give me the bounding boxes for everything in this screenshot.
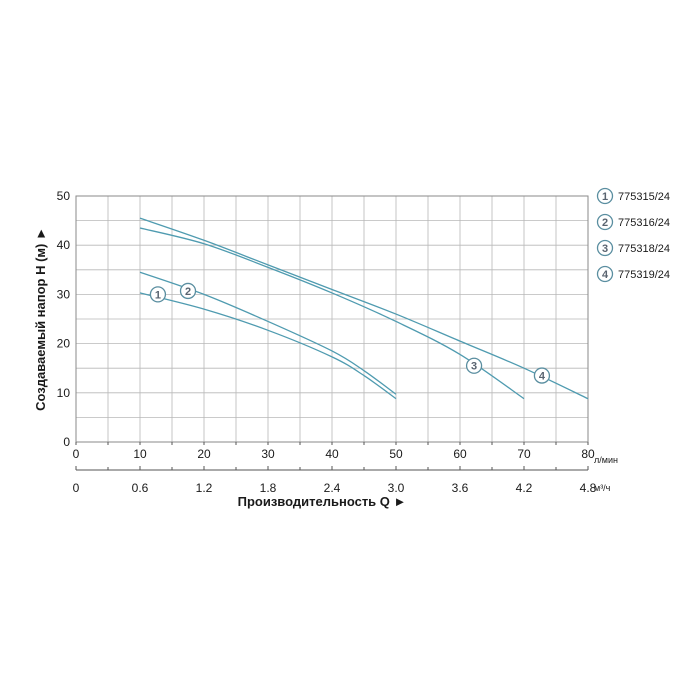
legend-marker-1 [596, 187, 614, 205]
series-curves [139, 217, 589, 400]
tick-labels: 0 10 20 30 40 50 0 10 20 30 40 50 60 70 80 0 0.6 1.2 1.8 2.… [57, 189, 597, 495]
x-unit-secondary: м³/ч [594, 483, 611, 493]
grid [76, 196, 588, 442]
series-marker-label-1: 1 [155, 289, 161, 301]
legend-marker-label-1: 1 [602, 191, 608, 203]
series-marker-4 [533, 367, 551, 384]
axes [75, 195, 589, 471]
y-tick-label: 40 [57, 238, 71, 252]
x-tick-label-secondary: 4.8 [580, 481, 597, 495]
legend-label-2: 775316/24 [618, 217, 670, 229]
legend-label-3: 775318/24 [618, 243, 670, 255]
y-tick-label: 50 [57, 189, 71, 203]
x-tick-label-primary: 60 [453, 447, 467, 461]
x-tick-label-secondary: 2.4 [324, 481, 341, 495]
legend-marker-2 [596, 213, 614, 231]
series-line-4 [139, 217, 589, 400]
x-tick-label-primary: 80 [581, 447, 595, 461]
series-marker-label-4: 4 [539, 371, 546, 383]
x-tick-label-primary: 70 [517, 447, 531, 461]
x-tick-label-primary: 40 [325, 447, 339, 461]
series-marker-label-2: 2 [185, 286, 191, 298]
y-axis-title: Создаваемый напор Н (м) ► [33, 227, 48, 411]
y-tick-label: 20 [57, 337, 71, 351]
y-tick-label: 10 [57, 386, 71, 400]
legend-marker-label-2: 2 [602, 217, 608, 229]
y-tick-label: 0 [63, 435, 70, 449]
x-tick-label-primary: 50 [389, 447, 403, 461]
x-tick-label-secondary: 3.0 [388, 481, 405, 495]
legend-marker-4 [596, 265, 614, 283]
y-tick-label: 30 [57, 287, 71, 301]
x-tick-label-primary: 20 [197, 447, 211, 461]
series-markers: 1 2 3 4 [149, 282, 551, 384]
x-tick-label-secondary: 0 [73, 481, 80, 495]
x-tick-label-secondary: 4.2 [516, 481, 533, 495]
series-line-3 [139, 227, 525, 400]
series-marker-3 [465, 357, 483, 374]
x-tick-label-primary: 30 [261, 447, 275, 461]
x-tick-label-primary: 0 [73, 447, 80, 461]
legend-label-1: 775315/24 [618, 191, 670, 203]
x-axis-title: Производительность Q ► [238, 494, 407, 509]
x-tick-label-secondary: 0.6 [132, 481, 149, 495]
series-marker-label-3: 3 [471, 361, 477, 373]
series-marker-1 [149, 286, 167, 303]
legend-marker-label-4: 4 [602, 269, 609, 281]
series-line-1 [139, 292, 397, 400]
x-tick-label-secondary: 3.6 [452, 481, 469, 495]
legend-marker-3 [596, 239, 614, 257]
x-tick-label-primary: 10 [133, 447, 147, 461]
legend-marker-label-3: 3 [602, 243, 608, 255]
legend: 1 775315/24 2 775316/24 3 775318/24 4 775319/24 [596, 187, 670, 283]
series-marker-2 [179, 282, 197, 300]
legend-label-4: 775319/24 [618, 269, 670, 281]
x-tick-label-secondary: 1.2 [196, 481, 213, 495]
x-unit-primary: л/мин [594, 455, 618, 465]
x-tick-label-secondary: 1.8 [260, 481, 277, 495]
